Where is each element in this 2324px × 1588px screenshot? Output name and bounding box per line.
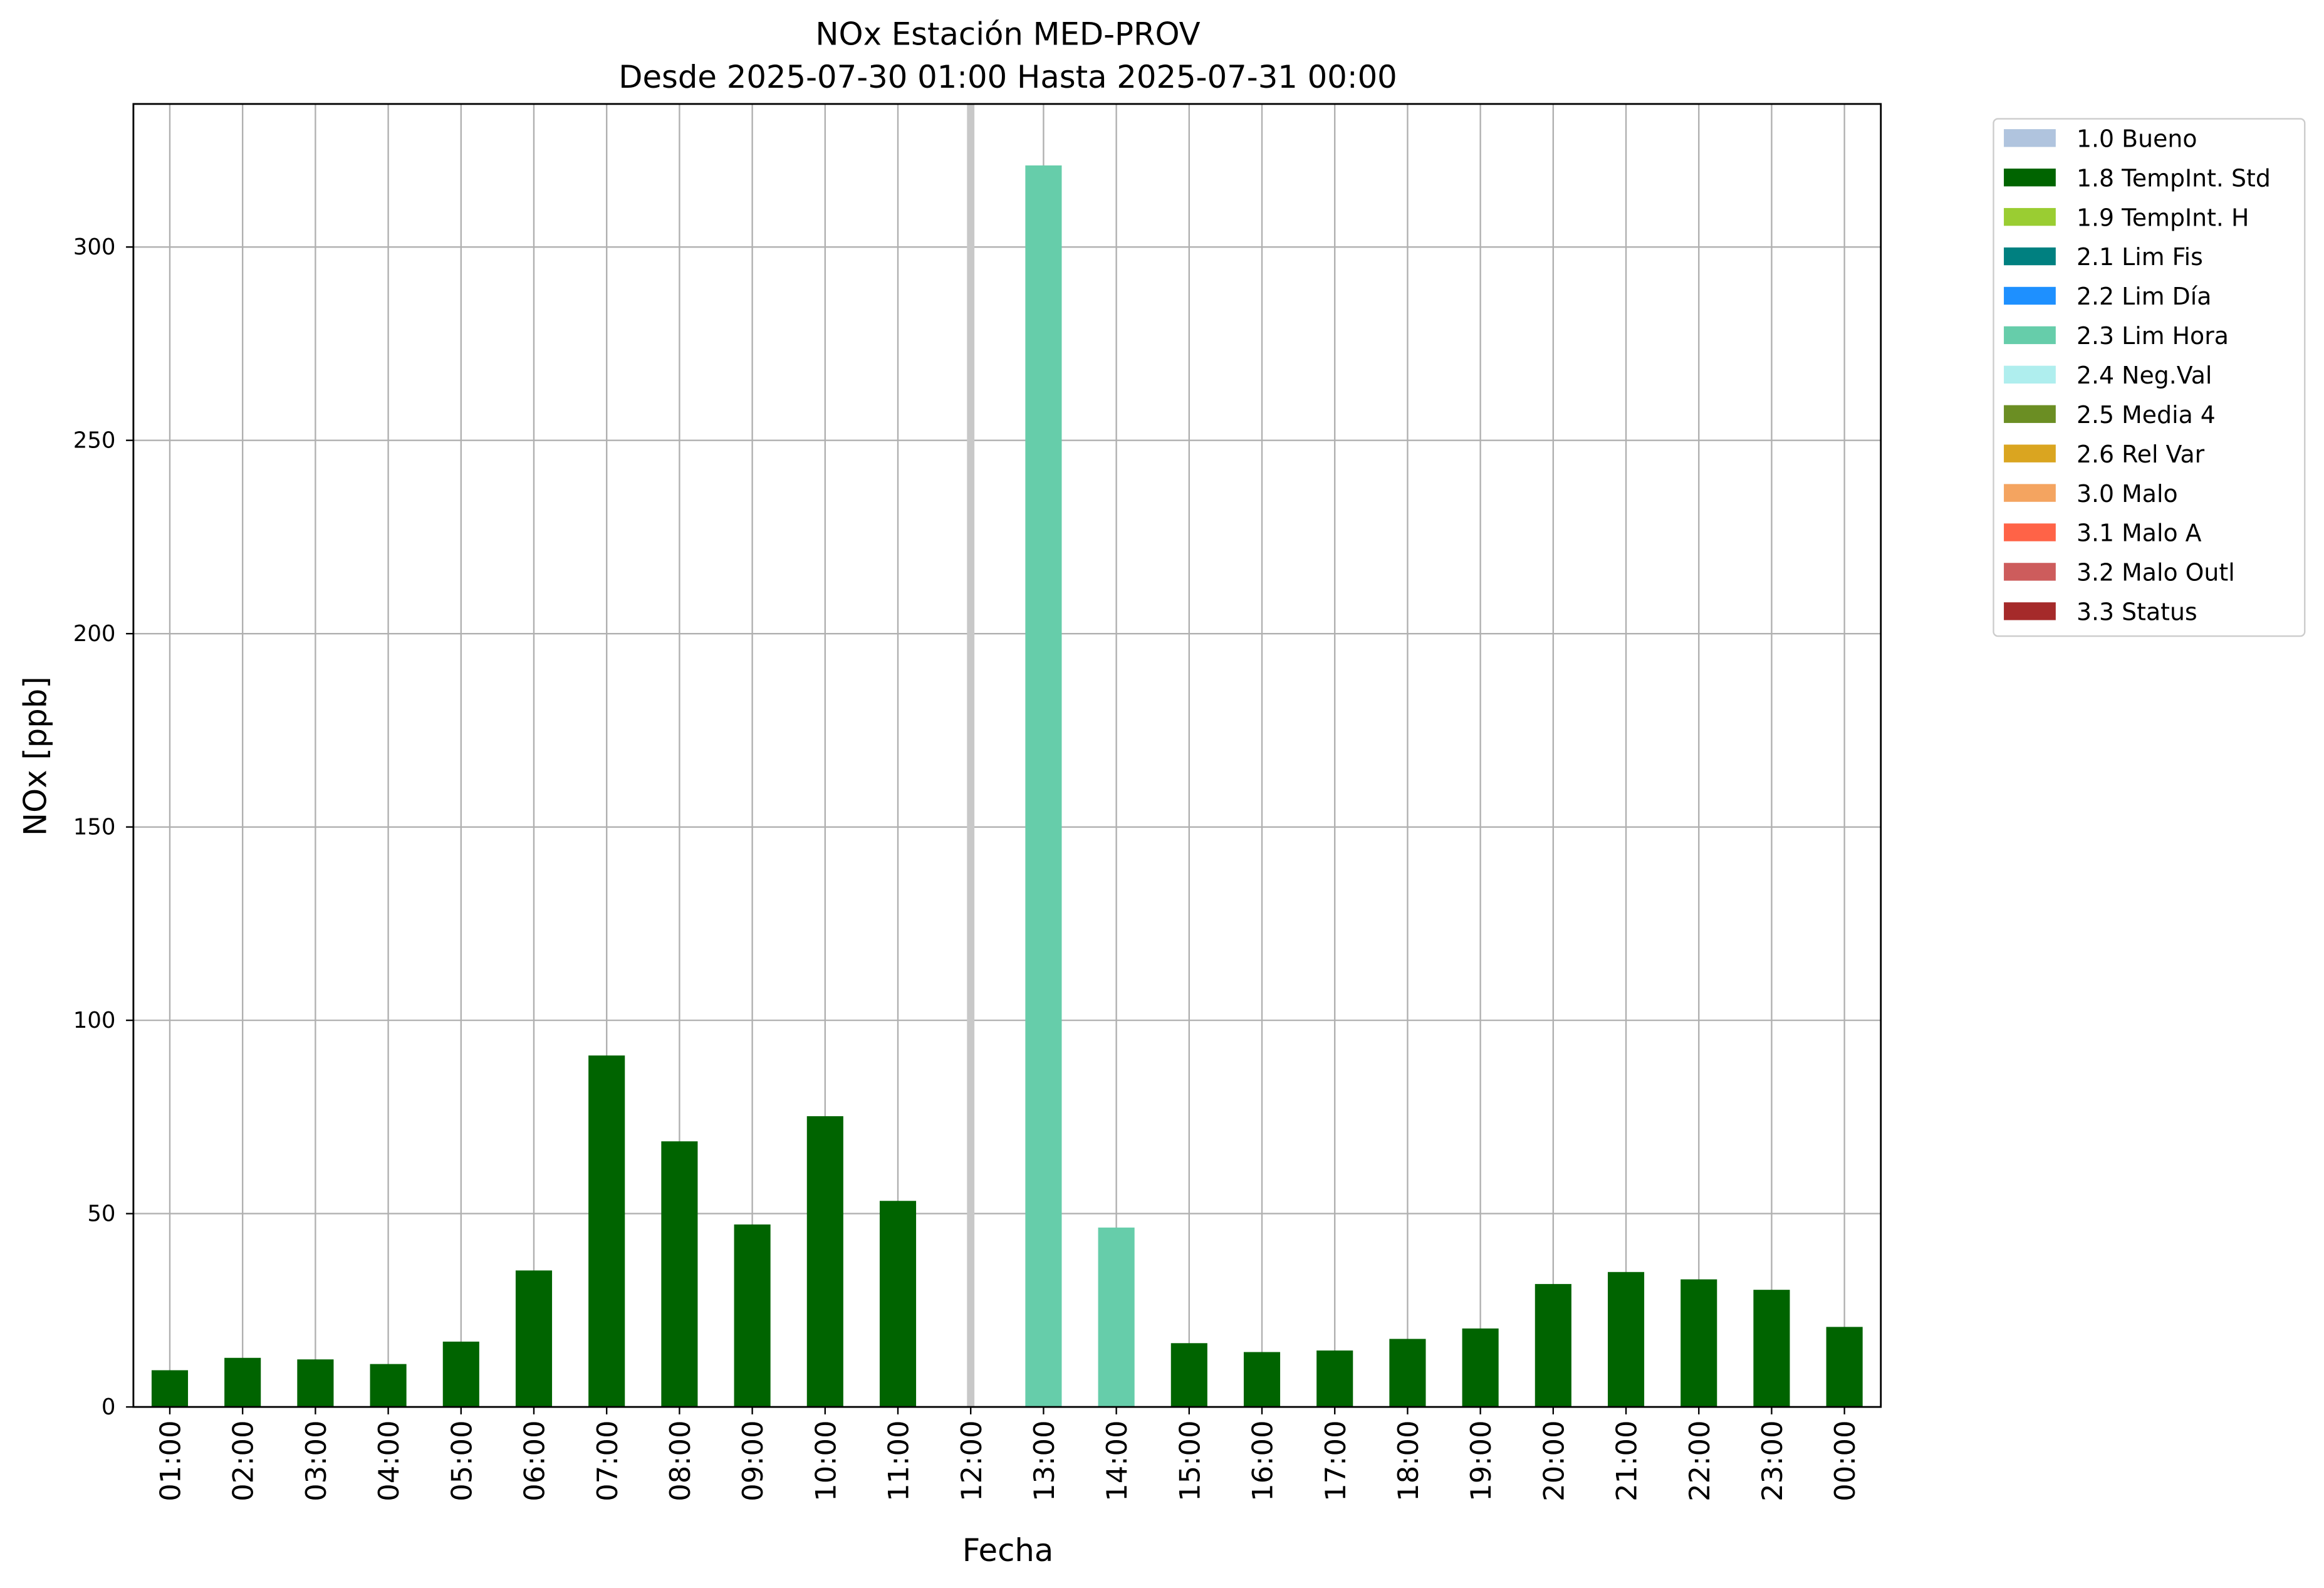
legend-swatch: [2004, 286, 2056, 305]
x-tick-label: 21:00: [1610, 1420, 1644, 1502]
x-tick-label: 17:00: [1319, 1420, 1352, 1502]
legend-label: 3.1 Malo A: [2076, 520, 2202, 547]
x-tick-label: 19:00: [1464, 1420, 1498, 1502]
y-axis-label: NOx [ppb]: [17, 676, 53, 836]
y-tick-label: 250: [73, 427, 116, 453]
x-tick-label: 06:00: [518, 1420, 551, 1502]
bar: [588, 1055, 625, 1408]
x-tick-label: 00:00: [1828, 1420, 1862, 1502]
legend: [1993, 118, 2306, 637]
legend-label: 1.9 TempInt. H: [2076, 204, 2249, 231]
legend-swatch: [2004, 563, 2056, 581]
bar: [1389, 1339, 1426, 1408]
bar: [1025, 165, 1062, 1408]
bar: [151, 1370, 189, 1408]
legend-label: 2.3 Lim Hora: [2076, 322, 2229, 350]
legend-swatch: [2004, 169, 2056, 187]
legend-label: 1.8 TempInt. Std: [2076, 164, 2271, 192]
legend-swatch: [2004, 602, 2056, 620]
y-tick-label: 50: [87, 1201, 115, 1226]
bar: [1098, 1227, 1135, 1408]
bar: [661, 1141, 698, 1408]
bar: [1170, 1343, 1207, 1408]
x-tick-label: 15:00: [1173, 1420, 1206, 1502]
x-tick-label: 23:00: [1756, 1420, 1789, 1502]
legend-swatch: [2004, 484, 2056, 502]
x-tick-label: 09:00: [736, 1420, 769, 1502]
legend-label: 2.2 Lim Día: [2076, 283, 2211, 310]
x-tick-label: 20:00: [1537, 1420, 1570, 1502]
legend-swatch: [2004, 247, 2056, 266]
legend-label: 3.2 Malo Outl: [2076, 559, 2235, 587]
x-tick-label: 18:00: [1392, 1420, 1425, 1502]
bar: [224, 1357, 261, 1408]
bar: [1243, 1352, 1281, 1408]
y-tick-label: 0: [102, 1394, 116, 1420]
x-tick-label: 08:00: [664, 1420, 697, 1502]
legend-label: 3.3 Status: [2076, 598, 2197, 626]
legend-swatch: [2004, 444, 2056, 462]
legend-swatch: [2004, 129, 2056, 147]
bar: [1753, 1290, 1790, 1408]
bar: [370, 1364, 407, 1408]
x-tick-label: 07:00: [591, 1420, 624, 1502]
bar: [442, 1341, 479, 1408]
x-tick-label: 02:00: [227, 1420, 260, 1502]
legend-label: 2.4 Neg.Val: [2076, 362, 2212, 389]
bar: [1535, 1283, 1571, 1408]
x-tick-label: 01:00: [154, 1420, 187, 1502]
legend-label: 2.5 Media 4: [2076, 401, 2216, 429]
x-tick-label: 16:00: [1246, 1420, 1279, 1502]
x-tick-label: 12:00: [955, 1420, 988, 1502]
legend-label: 2.6 Rel Var: [2076, 441, 2205, 468]
bar: [515, 1270, 553, 1408]
x-tick-label: 22:00: [1683, 1420, 1716, 1502]
bar: [1680, 1279, 1717, 1408]
plot-area: [133, 103, 1881, 1408]
chart-subtitle: Desde 2025-07-30 01:00 Hasta 2025-07-31 …: [618, 59, 1397, 95]
plot-frame: [132, 103, 1882, 1408]
x-axis-label: Fecha: [962, 1532, 1054, 1569]
x-tick-label: 10:00: [809, 1420, 842, 1502]
y-tick-label: 300: [73, 234, 116, 260]
legend-swatch: [2004, 326, 2056, 345]
legend-label: 1.0 Bueno: [2076, 125, 2197, 152]
bar: [806, 1116, 843, 1408]
y-tick-label: 150: [73, 814, 116, 840]
x-tick-label: 11:00: [882, 1420, 915, 1502]
x-tick-label: 04:00: [372, 1420, 405, 1502]
bar: [1607, 1272, 1645, 1408]
chart-title: NOx Estación MED-PROV: [815, 16, 1200, 52]
bar: [1316, 1350, 1353, 1408]
x-tick-label: 13:00: [1028, 1420, 1061, 1502]
bar: [1462, 1328, 1499, 1408]
bar: [297, 1359, 334, 1408]
legend-label: 3.0 Malo: [2076, 480, 2178, 508]
x-tick-label: 14:00: [1100, 1420, 1133, 1502]
legend-swatch: [2004, 523, 2056, 541]
legend-swatch: [2004, 405, 2056, 423]
y-tick-label: 200: [73, 621, 116, 647]
x-tick-label: 05:00: [445, 1420, 478, 1502]
bar: [879, 1201, 917, 1408]
legend-label: 2.1 Lim Fis: [2076, 243, 2203, 271]
bar: [1826, 1327, 1863, 1408]
y-tick-label: 100: [73, 1008, 116, 1033]
x-tick-label: 03:00: [300, 1420, 333, 1502]
legend-swatch: [2004, 207, 2056, 226]
bar: [734, 1224, 771, 1408]
legend-swatch: [2004, 365, 2056, 384]
